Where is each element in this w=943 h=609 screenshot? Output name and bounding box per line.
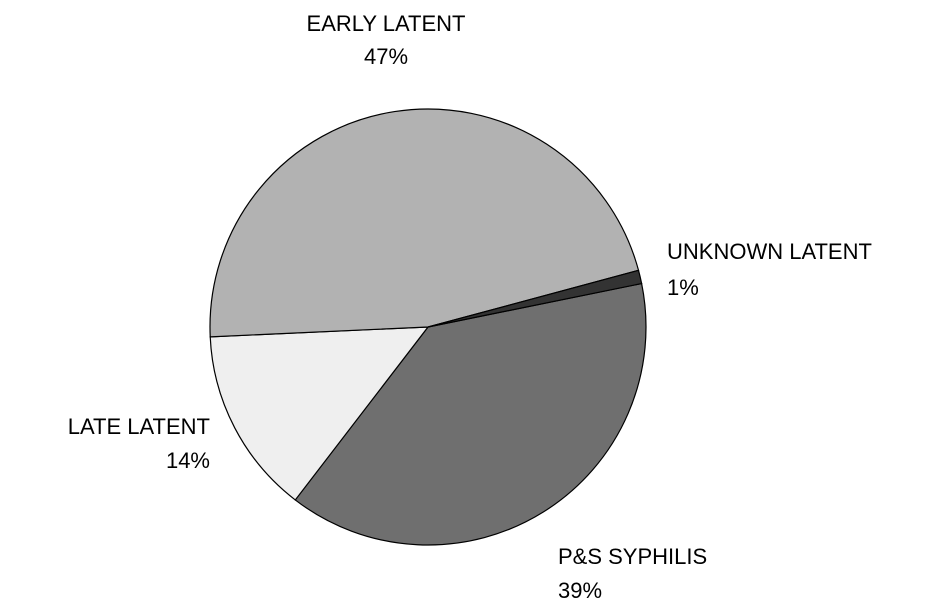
slice-value-label: 14% [166,448,210,473]
pie-slice [209,108,640,338]
slice-value-label: 39% [558,578,602,603]
pie-slice [427,269,643,328]
slice-label: LATE LATENT [68,414,210,439]
slice-value-label: 47% [364,44,408,69]
pie-slice [209,326,430,501]
slice-label: P&S SYPHILIS [558,544,707,569]
slice-value-label: 1% [667,275,699,300]
slice-label: EARLY LATENT [307,11,466,36]
pie-slice [294,282,647,546]
slice-label: UNKNOWN LATENT [667,239,872,264]
